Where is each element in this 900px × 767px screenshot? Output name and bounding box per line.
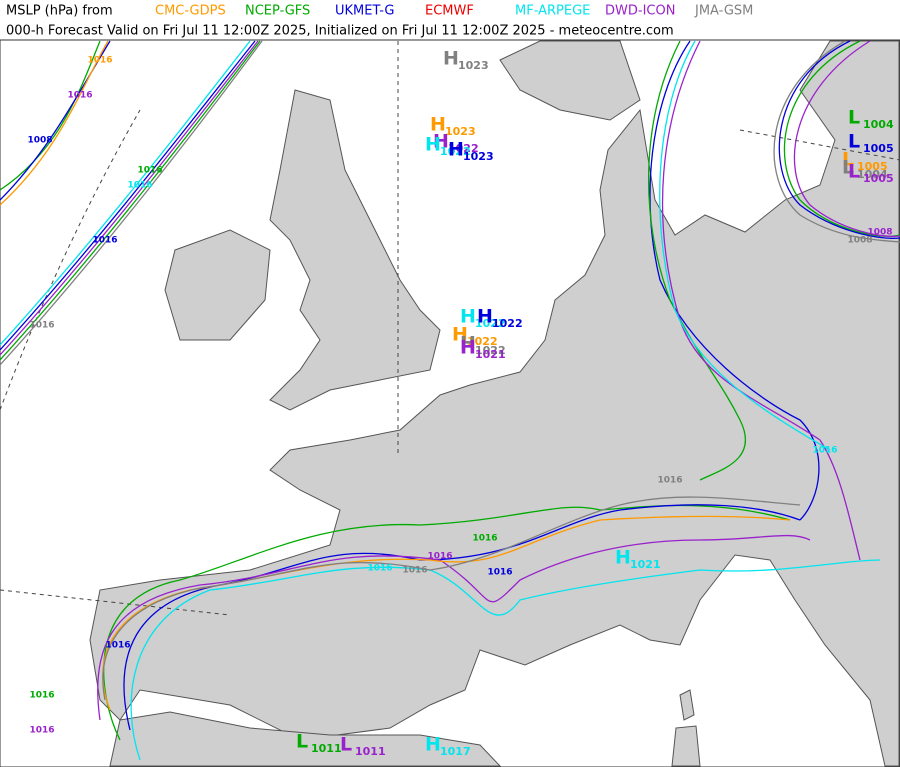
center-type: L: [848, 161, 860, 183]
center-type: L: [842, 157, 854, 179]
center-value: 1023: [445, 125, 476, 138]
isobar-line: [0, 40, 261, 361]
legend-entry: DWD-ICON: [605, 4, 675, 19]
center-type: H: [452, 324, 468, 346]
center-type: L: [848, 131, 860, 153]
center-type: H: [425, 734, 441, 756]
isobar-line: [0, 40, 101, 191]
isobar-label: 1016: [67, 91, 92, 101]
isobar-label: 1016: [427, 552, 452, 562]
isobar-label: 1016: [92, 236, 117, 246]
corsica: [679, 689, 695, 721]
isobar-line: [793, 40, 900, 237]
legend-entry: MF-ARPEGE: [515, 4, 590, 19]
center-type: H: [460, 333, 476, 355]
isobar-label: 1016: [29, 321, 54, 331]
center-type: H: [433, 131, 449, 153]
isobars: [0, 40, 900, 761]
isobar-line: [102, 515, 791, 711]
center-value: 1004: [863, 118, 894, 131]
isobar-label: 1016: [367, 564, 392, 574]
legend: CMC-GDPS NCEP-GFS UKMET-G ECMWF MF-ARPEGE DWD…: [155, 4, 753, 19]
center-type: H: [477, 306, 493, 328]
ireland: [164, 229, 271, 341]
center-value: 1022: [448, 142, 479, 155]
isobar-line: [773, 40, 900, 243]
sardinia: [671, 725, 701, 767]
center-value: 1022: [475, 344, 506, 357]
isobar-label: 1016: [657, 476, 682, 486]
legend-entry: JMA-GSM: [694, 4, 753, 19]
isobar-line: [649, 40, 820, 521]
legend-entry: CMC-GDPS: [155, 4, 226, 19]
isobar-line: [659, 40, 831, 451]
center-value: 1023: [458, 59, 489, 72]
center-value: 1022: [492, 317, 523, 330]
isobar-line: [0, 40, 263, 366]
center-value: 1022: [440, 145, 471, 158]
isobar-line: [783, 40, 900, 237]
isobar-line: [130, 559, 881, 761]
center-value: 1021: [630, 558, 661, 571]
center-value: 1004: [857, 168, 888, 181]
center-value: 1005: [863, 142, 894, 155]
isobar-line: [102, 496, 801, 701]
labels: 1008101610161016101610161016101610161016…: [27, 48, 893, 759]
legend-entry: UKMET-G: [335, 4, 394, 19]
center-value: 1022: [475, 317, 506, 330]
center-value: 1022: [467, 335, 498, 348]
center-value: 1005: [863, 172, 894, 185]
isobar-label: 1016: [812, 446, 837, 456]
isobar-label: 1008: [847, 236, 872, 246]
center-type: H: [425, 134, 441, 156]
legend-entry: ECMWF: [425, 4, 474, 19]
isobar-label: 1008: [27, 136, 52, 146]
center-value: 1021: [475, 348, 506, 361]
center-value: 1011: [355, 745, 386, 758]
isobar-line: [0, 40, 109, 206]
center-type: H: [460, 306, 476, 328]
isobar-line: [778, 40, 900, 239]
center-type: H: [443, 48, 459, 70]
legend-entry: NCEP-GFS: [245, 4, 310, 19]
isobar-label: 1016: [105, 641, 130, 651]
center-type: L: [340, 734, 352, 756]
isobar-label: 1016: [137, 166, 162, 176]
center-type: L: [842, 149, 854, 171]
center-type: H: [460, 337, 476, 359]
isobar-line: [0, 40, 256, 351]
center-value: 1011: [311, 742, 342, 755]
center-type: L: [848, 107, 860, 129]
scandinavia: [499, 40, 641, 121]
africa: [109, 711, 502, 767]
isobar-label: 1008: [867, 228, 892, 238]
map: 1008101610161016101610161016101610161016…: [0, 39, 900, 767]
graticule: [0, 41, 900, 616]
center-type: H: [430, 114, 446, 136]
center-type: H: [615, 547, 631, 569]
isobar-label: 1016: [127, 181, 152, 191]
continent: [89, 40, 900, 767]
header-subtitle: 000-h Forecast Valid on Fri Jul 11 12:00…: [6, 24, 674, 39]
isobar-line: [0, 40, 111, 201]
header-title: MSLP (hPa) from: [6, 4, 113, 19]
isobar-label: 1016: [402, 566, 427, 576]
center-value: 1005: [857, 160, 888, 173]
isobar-label: 1016: [472, 534, 497, 544]
isobar-line: [0, 40, 259, 356]
isobar-line: [0, 40, 251, 346]
isobar-line: [97, 534, 811, 721]
center-value: 1023: [463, 150, 494, 163]
isobar-label: 1016: [29, 726, 54, 736]
center-type: L: [296, 731, 308, 753]
isobar-label: 1016: [29, 691, 54, 701]
isobar-line: [661, 40, 861, 561]
center-type: H: [448, 139, 464, 161]
isobar-label: 1016: [487, 568, 512, 578]
isobar-label: 1016: [87, 56, 112, 66]
center-value: 1017: [440, 745, 471, 758]
